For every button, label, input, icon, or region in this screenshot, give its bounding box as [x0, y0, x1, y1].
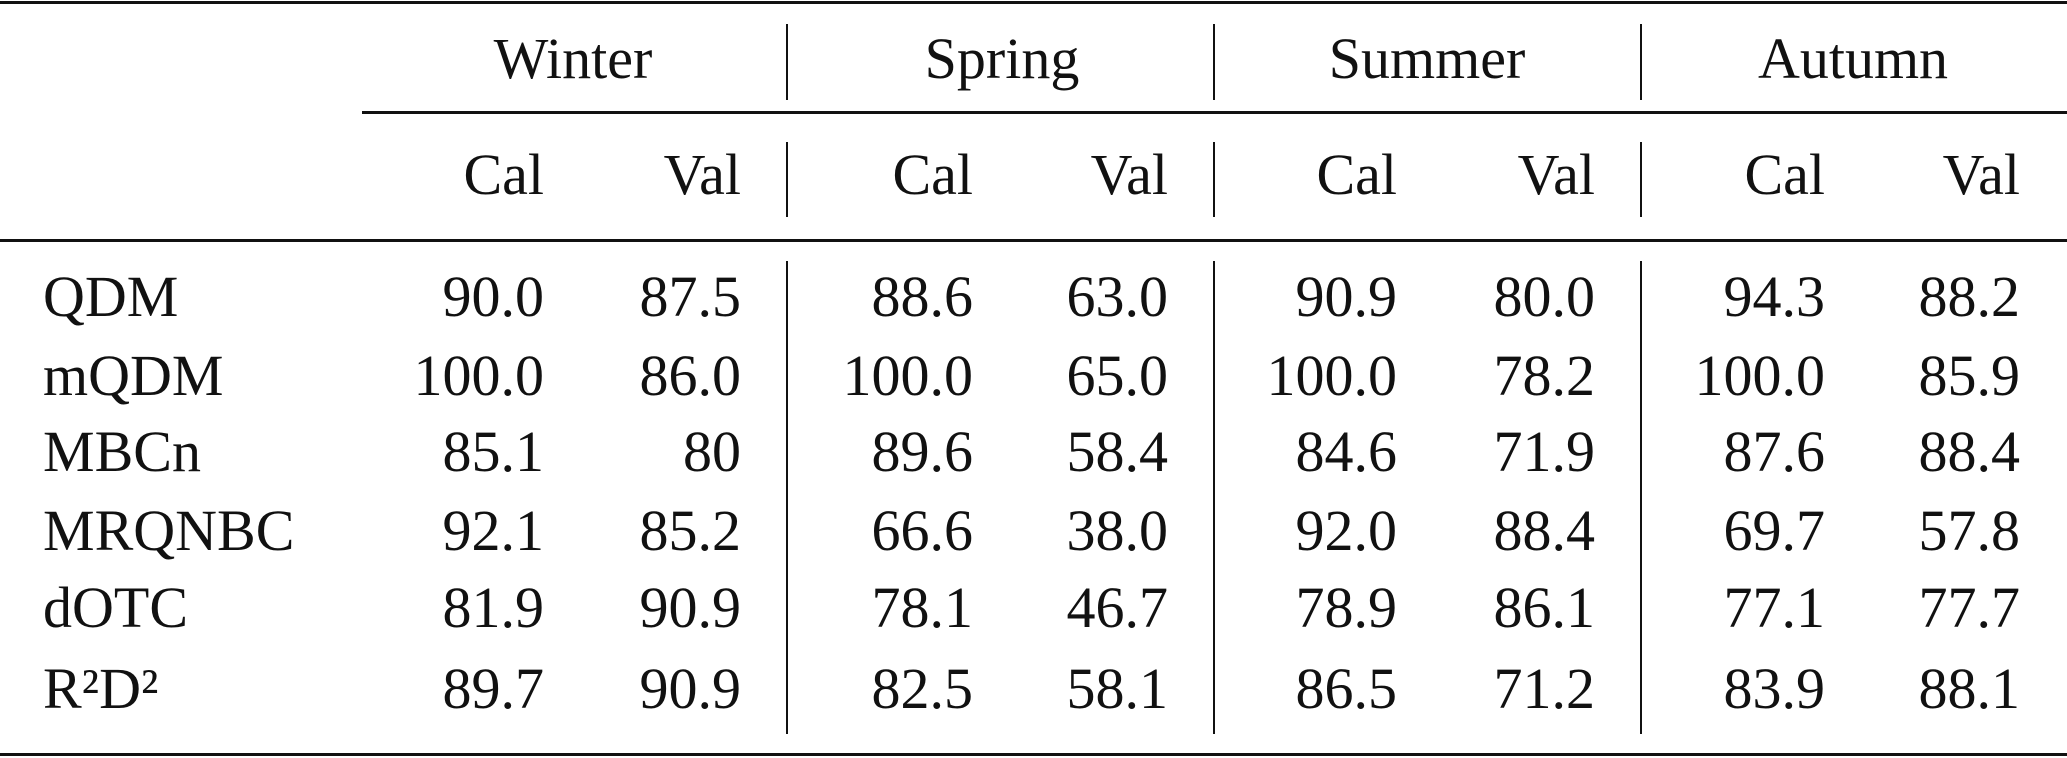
cell-value: 80: [683, 419, 741, 484]
column-header: Val: [1090, 142, 1168, 207]
column-header: Cal: [1316, 142, 1397, 207]
cell-value: 71.9: [1493, 419, 1596, 484]
cell-value: 88.6: [871, 264, 974, 329]
bottom-rule: [0, 753, 2067, 756]
row-label: R²D²: [43, 656, 159, 721]
cell-value: 66.6: [871, 498, 974, 563]
column-header: Cal: [1744, 142, 1825, 207]
season-header: Summer: [1328, 26, 1526, 91]
cell-value: 38.0: [1066, 498, 1169, 563]
cell-value: 78.1: [871, 575, 974, 640]
cell-value: 85.1: [442, 419, 545, 484]
cell-value: 78.9: [1295, 575, 1398, 640]
cell-value: 77.7: [1918, 575, 2021, 640]
cell-value: 83.9: [1723, 656, 1826, 721]
cell-value: 89.6: [871, 419, 974, 484]
cell-value: 89.7: [442, 656, 545, 721]
cell-value: 87.6: [1723, 419, 1826, 484]
cell-value: 58.4: [1066, 419, 1169, 484]
column-header: Val: [1517, 142, 1595, 207]
column-separator: [1213, 261, 1215, 734]
cell-value: 94.3: [1723, 264, 1826, 329]
column-separator: [1213, 142, 1215, 217]
mid-rule: [362, 111, 2067, 114]
column-separator: [786, 142, 788, 217]
cell-value: 86.5: [1295, 656, 1398, 721]
cell-value: 88.1: [1918, 656, 2021, 721]
cell-value: 82.5: [871, 656, 974, 721]
cell-value: 88.4: [1493, 498, 1596, 563]
cell-value: 88.4: [1918, 419, 2021, 484]
cell-value: 85.9: [1918, 343, 2021, 408]
cell-value: 92.0: [1295, 498, 1398, 563]
column-separator: [786, 261, 788, 734]
cell-value: 71.2: [1493, 656, 1596, 721]
row-label: MBCn: [43, 419, 201, 484]
season-header: Autumn: [1757, 26, 1949, 91]
cell-value: 90.9: [639, 575, 742, 640]
column-header: Val: [663, 142, 741, 207]
column-header: Cal: [463, 142, 544, 207]
column-header: Val: [1942, 142, 2020, 207]
row-label: QDM: [43, 264, 179, 329]
cell-value: 77.1: [1723, 575, 1826, 640]
cell-value: 87.5: [639, 264, 742, 329]
cell-value: 63.0: [1066, 264, 1169, 329]
cell-value: 65.0: [1066, 343, 1169, 408]
cell-value: 85.2: [639, 498, 742, 563]
cell-value: 81.9: [442, 575, 545, 640]
column-separator: [1640, 24, 1642, 100]
cell-value: 100.0: [1694, 343, 1826, 408]
cell-value: 78.2: [1493, 343, 1596, 408]
column-separator: [1213, 24, 1215, 100]
cell-value: 90.9: [639, 656, 742, 721]
cell-value: 86.0: [639, 343, 742, 408]
column-separator: [1640, 261, 1642, 734]
column-separator: [1640, 142, 1642, 217]
cell-value: 84.6: [1295, 419, 1398, 484]
column-separator: [786, 24, 788, 100]
cell-value: 90.0: [442, 264, 545, 329]
cell-value: 69.7: [1723, 498, 1826, 563]
cell-value: 100.0: [413, 343, 545, 408]
cell-value: 92.1: [442, 498, 545, 563]
cell-value: 88.2: [1918, 264, 2021, 329]
cell-value: 80.0: [1493, 264, 1596, 329]
cell-value: 46.7: [1066, 575, 1169, 640]
cell-value: 90.9: [1295, 264, 1398, 329]
row-label: MRQNBC: [43, 498, 295, 563]
season-header: Spring: [924, 26, 1080, 91]
top-rule: [0, 1, 2067, 4]
header-rule: [0, 239, 2067, 242]
row-label: mQDM: [43, 343, 224, 408]
cell-value: 58.1: [1066, 656, 1169, 721]
cell-value: 100.0: [842, 343, 974, 408]
column-header: Cal: [892, 142, 973, 207]
cell-value: 86.1: [1493, 575, 1596, 640]
season-header: Winter: [493, 26, 653, 91]
cell-value: 57.8: [1918, 498, 2021, 563]
row-label: dOTC: [43, 575, 188, 640]
cell-value: 100.0: [1266, 343, 1398, 408]
